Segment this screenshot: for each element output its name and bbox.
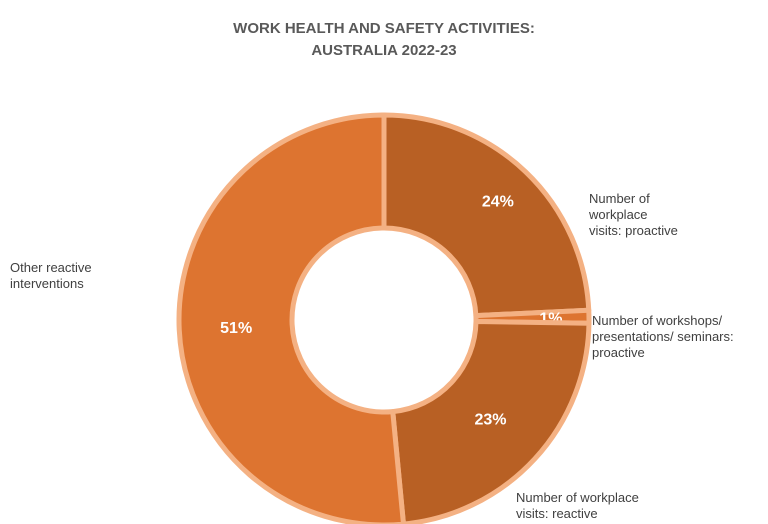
- label-visits-proactive-line-2: workplace: [589, 207, 648, 222]
- slice-visits-proactive: [381, 112, 592, 319]
- label-other-reactive-line-2: interventions: [10, 276, 84, 291]
- value-label-visits-proactive: 24%: [482, 194, 514, 211]
- label-visits-proactive-line-3: visits: proactive: [589, 223, 678, 238]
- chart-title-line-2: AUSTRALIA 2022-23: [311, 42, 457, 59]
- label-other-reactive-line-1: Other reactive: [10, 260, 92, 275]
- slice-other-reactive: [176, 112, 406, 524]
- slice-visits-reactive: [390, 318, 592, 524]
- label-visits-reactive-line-1: Number of workplace: [516, 490, 639, 505]
- label-visits-proactive: Number of workplace visits: proactive: [589, 191, 678, 239]
- value-label-visits-reactive: 23%: [475, 411, 507, 428]
- label-visits-reactive: Number of workplace visits: reactive: [516, 490, 639, 522]
- label-visits-proactive-line-1: Number of: [589, 191, 650, 206]
- chart-title-line-1: WORK HEALTH AND SAFETY ACTIVITIES:: [233, 20, 535, 37]
- label-other-reactive: Other reactive interventions: [10, 260, 92, 292]
- label-visits-reactive-line-2: visits: reactive: [516, 506, 598, 521]
- label-workshops-line-3: proactive: [592, 345, 645, 360]
- chart-title: WORK HEALTH AND SAFETY ACTIVITIES: AUSTR…: [0, 18, 768, 62]
- label-workshops: Number of workshops/ presentations/ semi…: [592, 313, 734, 361]
- label-workshops-line-1: Number of workshops/: [592, 313, 723, 328]
- value-label-other-reactive: 51%: [220, 320, 252, 337]
- label-workshops-line-2: presentations/ seminars:: [592, 329, 734, 344]
